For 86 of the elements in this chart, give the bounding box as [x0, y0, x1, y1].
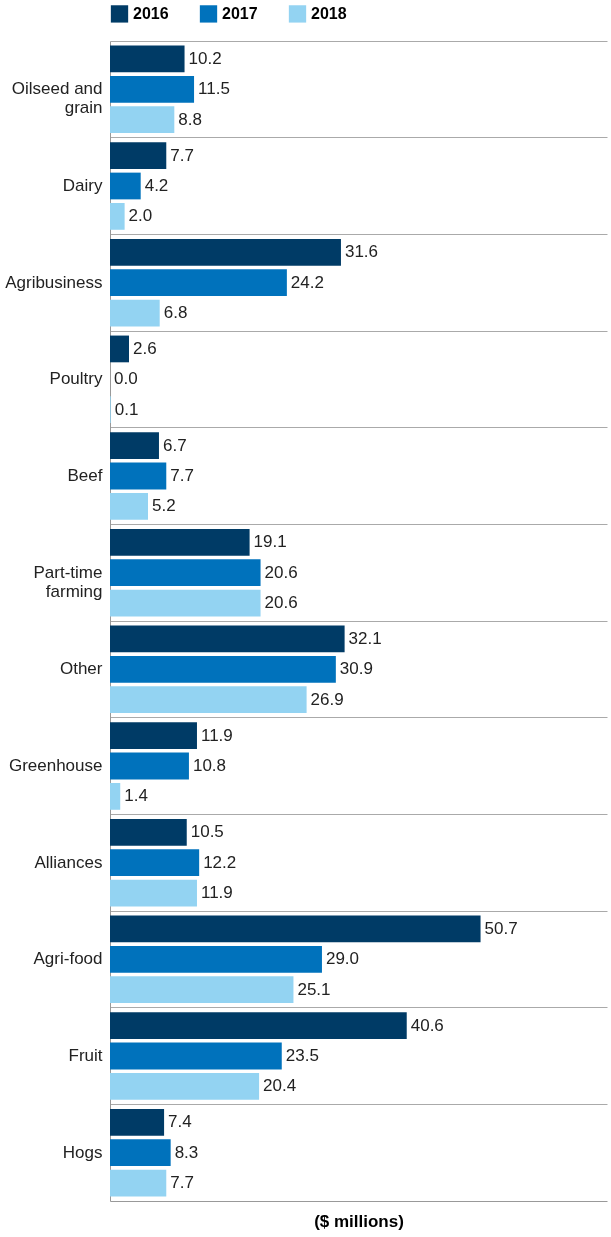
- bar: [110, 722, 197, 749]
- bar: [110, 432, 159, 459]
- bar: [110, 45, 185, 73]
- legend-label: 2016: [133, 4, 169, 22]
- bar: [110, 106, 175, 134]
- bar: [110, 1012, 407, 1039]
- bar: [110, 238, 341, 266]
- data-label: 29.0: [325, 949, 360, 969]
- data-label: 7.7: [170, 1173, 194, 1193]
- bar: [110, 1169, 167, 1197]
- y-tick-label: Hogs: [62, 1142, 103, 1162]
- bar: [110, 203, 125, 230]
- data-label: 11.5: [198, 79, 230, 99]
- bar: [110, 142, 167, 169]
- y-tick-label: Alliances: [34, 852, 103, 872]
- bar: [110, 976, 294, 1004]
- data-label: 10.8: [192, 756, 227, 775]
- bar: [110, 335, 129, 363]
- data-label: 50.7: [484, 918, 518, 938]
- data-label: 20.6: [264, 593, 298, 613]
- legend-label: 2017: [222, 4, 258, 22]
- bar: [110, 1042, 282, 1070]
- y-tick-label: Fruit: [68, 1046, 103, 1065]
- data-label: 11.9: [200, 883, 233, 903]
- data-label: 8.3: [174, 1142, 199, 1162]
- y-tick-label: Poultry: [49, 369, 103, 389]
- data-label: 0.1: [114, 399, 139, 419]
- bar: [110, 625, 345, 653]
- bar: [110, 818, 187, 846]
- data-label: 2.6: [133, 338, 157, 358]
- data-label: 24.2: [290, 272, 324, 292]
- data-label: 30.9: [339, 659, 373, 679]
- data-label: 10.5: [190, 822, 224, 842]
- bar: [110, 299, 160, 327]
- bar: [110, 752, 189, 780]
- data-label: 26.9: [310, 689, 344, 709]
- data-label: 25.1: [297, 979, 331, 999]
- bar: [110, 589, 261, 617]
- bar: [110, 686, 307, 714]
- data-label: 7.7: [170, 466, 194, 485]
- data-label: 19.1: [253, 532, 287, 552]
- data-label: 5.2: [152, 496, 176, 516]
- bar: [110, 75, 195, 103]
- bar: [110, 462, 167, 490]
- data-label: 12.2: [203, 852, 237, 872]
- data-label: 40.6: [410, 1015, 444, 1035]
- data-label: 20.4: [263, 1076, 297, 1096]
- y-tick-label: Agribusiness: [5, 272, 103, 292]
- y-tick-label: Beef: [67, 466, 103, 485]
- x-axis-title: ($ millions): [314, 1211, 404, 1231]
- y-tick-label: Oilseed and grain: [11, 79, 103, 118]
- bar: [110, 493, 149, 520]
- bar: [110, 879, 197, 907]
- y-tick-label: Greenhouse: [8, 756, 103, 775]
- bar: [110, 269, 287, 297]
- bar: [110, 783, 121, 810]
- data-label: 1.4: [124, 786, 148, 806]
- data-label: 23.5: [285, 1046, 319, 1065]
- bar: [110, 915, 481, 943]
- y-tick-label: Part-time farming: [33, 562, 103, 601]
- y-tick-label: Agri-food: [33, 949, 103, 969]
- data-label: 6.8: [163, 303, 188, 323]
- bar: [110, 172, 141, 200]
- bar: [110, 1139, 171, 1167]
- data-label: 10.2: [188, 48, 222, 68]
- bar: [110, 655, 336, 683]
- bar: [110, 945, 322, 973]
- bar: [110, 1073, 260, 1100]
- bar: [110, 849, 200, 877]
- data-label: 7.7: [170, 145, 194, 165]
- bar: [110, 559, 261, 587]
- data-label: 20.6: [264, 562, 298, 582]
- data-label: 0.0: [114, 369, 138, 389]
- data-label: 8.8: [178, 109, 202, 129]
- legend-label: 2018: [311, 4, 347, 22]
- data-label: 11.9: [200, 725, 233, 745]
- data-label: 6.7: [162, 435, 187, 455]
- data-label: 7.4: [168, 1112, 192, 1132]
- y-tick-label: Other: [59, 659, 103, 679]
- data-label: 4.2: [144, 176, 169, 195]
- bar: [110, 528, 250, 556]
- bar: [110, 1108, 165, 1136]
- data-label: 32.1: [348, 628, 382, 648]
- data-label: 2.0: [128, 206, 153, 226]
- y-tick-label: Dairy: [62, 176, 103, 195]
- data-label: 31.6: [344, 242, 379, 262]
